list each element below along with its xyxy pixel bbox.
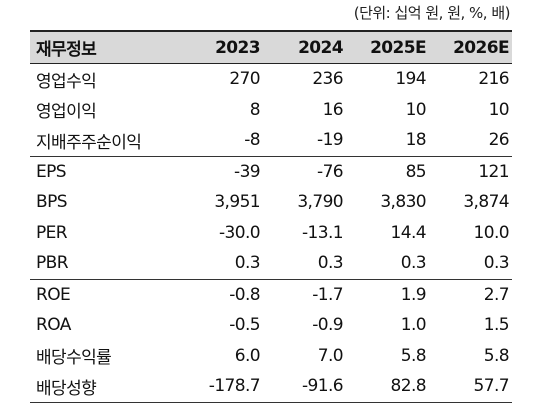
cell-value: 10.0 xyxy=(473,222,510,243)
cell-value: 18 xyxy=(405,130,427,151)
row-label: 영업수익 xyxy=(36,71,97,92)
cell-value: 3,830 xyxy=(380,192,426,213)
cell-value: 14.4 xyxy=(390,222,427,243)
cell-value: 10 xyxy=(405,99,427,120)
cell-value: 3,951 xyxy=(214,192,260,213)
cell-value: 1.9 xyxy=(346,278,429,310)
cell-value: -13.1 xyxy=(302,222,344,243)
header-year: 2025E xyxy=(346,30,429,64)
header-year: 2026E xyxy=(429,30,512,64)
cell-value: 5.8 xyxy=(483,345,510,366)
table-row: 배당성향 -178.7 -91.6 82.8 57.7 xyxy=(30,371,512,403)
cell-value: 0.3 xyxy=(234,253,261,274)
table-row: ROA -0.5 -0.9 1.0 1.5 xyxy=(30,310,512,341)
cell-value: -1.7 xyxy=(263,278,346,310)
cell-value: -178.7 xyxy=(180,371,263,403)
table-row: PER -30.0 -13.1 14.4 10.0 xyxy=(30,218,512,249)
cell-value: 1.5 xyxy=(483,315,510,336)
cell-value: -8 xyxy=(244,130,260,151)
cell-value: 10 xyxy=(488,99,510,120)
row-label: EPS xyxy=(30,155,180,187)
cell-value: -30.0 xyxy=(219,222,261,243)
table-row: BPS 3,951 3,790 3,830 3,874 xyxy=(30,187,512,218)
financial-table: 재무정보 2023 2024 2025E 2026E 영업수익 270 236 … xyxy=(30,30,512,403)
cell-value: -19 xyxy=(317,130,344,151)
row-label: PER xyxy=(36,222,68,243)
cell-value: 26 xyxy=(488,130,510,151)
cell-value: 121 xyxy=(429,155,512,187)
row-label: 배당수익률 xyxy=(36,348,112,369)
cell-value: -76 xyxy=(263,155,346,187)
cell-value: 0.3 xyxy=(317,253,344,274)
unit-note: (단위: 십억 원, 원, %, 배) xyxy=(353,4,511,22)
cell-value: 2.7 xyxy=(429,278,512,310)
cell-value: -0.5 xyxy=(229,315,260,336)
row-label: BPS xyxy=(36,192,68,213)
cell-value: -91.6 xyxy=(263,371,346,403)
cell-value: 85 xyxy=(346,155,429,187)
cell-value: 236 xyxy=(312,69,343,90)
row-label: 배당성향 xyxy=(30,371,180,403)
row-label: ROA xyxy=(36,315,71,336)
table-row: EPS -39 -76 85 121 xyxy=(30,155,512,187)
cell-value: 7.0 xyxy=(317,345,344,366)
cell-value: -0.8 xyxy=(180,278,263,310)
table-row: PBR 0.3 0.3 0.3 0.3 xyxy=(30,248,512,279)
row-label: PBR xyxy=(36,253,69,274)
row-label: 지배주주순이익 xyxy=(36,132,142,153)
row-label: 영업이익 xyxy=(36,102,97,123)
cell-value: 8 xyxy=(249,99,261,120)
cell-value: 1.0 xyxy=(400,315,427,336)
cell-value: -39 xyxy=(180,155,263,187)
cell-value: 6.0 xyxy=(234,345,261,366)
cell-value: 5.8 xyxy=(400,345,427,366)
cell-value: 194 xyxy=(395,69,426,90)
cell-value: 270 xyxy=(229,69,260,90)
table-row: 영업수익 270 236 194 216 xyxy=(30,64,512,95)
cell-value: 0.3 xyxy=(400,253,427,274)
cell-value: 57.7 xyxy=(429,371,512,403)
cell-value: 216 xyxy=(478,69,509,90)
header-row: 재무정보 2023 2024 2025E 2026E xyxy=(30,30,512,64)
cell-value: 0.3 xyxy=(483,253,510,274)
table-row: 배당수익률 6.0 7.0 5.8 5.8 xyxy=(30,341,512,372)
row-label: ROE xyxy=(30,278,180,310)
header-label: 재무정보 xyxy=(30,30,180,64)
cell-value: 82.8 xyxy=(346,371,429,403)
cell-value: 3,790 xyxy=(297,192,343,213)
table-row: ROE -0.8 -1.7 1.9 2.7 xyxy=(30,278,512,310)
cell-value: 16 xyxy=(322,99,344,120)
table-row: 영업이익 8 16 10 10 xyxy=(30,95,512,126)
header-year: 2024 xyxy=(263,30,346,64)
header-year: 2023 xyxy=(180,30,263,64)
cell-value: 3,874 xyxy=(463,192,509,213)
cell-value: -0.9 xyxy=(312,315,343,336)
table-row: 지배주주순이익 -8 -19 18 26 xyxy=(30,125,512,156)
